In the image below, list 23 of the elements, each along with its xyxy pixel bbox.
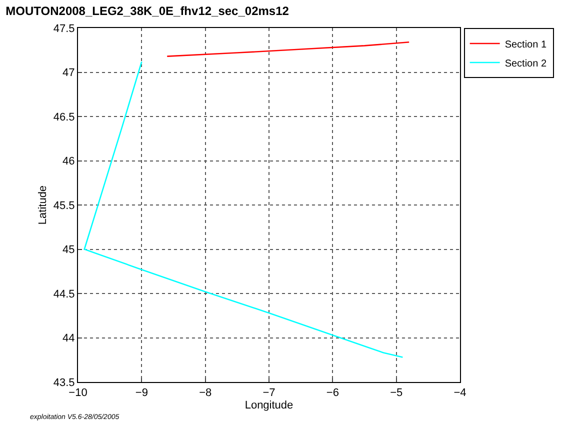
x-tick-label: −5: [390, 387, 403, 400]
y-tick-label: 43.5: [53, 376, 75, 389]
x-axis-title: Longitude: [244, 399, 294, 412]
y-tick-label: 44: [62, 332, 75, 345]
line-series: [166, 42, 410, 57]
chart-title: MOUTON2008_LEG2_38K_0E_fhv12_sec_02ms12: [6, 4, 290, 18]
x-tick-label: −6: [326, 387, 339, 400]
legend-label: Section 1: [504, 39, 547, 50]
x-tick-label: −4: [454, 387, 466, 400]
line-series: [84, 60, 404, 358]
x-tick-label: −10: [68, 387, 88, 400]
y-tick-label: 47: [62, 67, 75, 80]
x-tick-label: −8: [199, 387, 212, 400]
y-tick-label: 45.5: [53, 200, 75, 212]
legend-label: Section 2: [504, 58, 547, 70]
y-tick-label: 45: [62, 244, 75, 256]
y-tick-label: 44.5: [53, 288, 75, 300]
y-tick-label: 46: [62, 156, 75, 168]
y-axis-title: Latitude: [37, 185, 50, 225]
y-tick-label: 47.5: [53, 22, 75, 35]
x-tick-label: −7: [262, 387, 276, 400]
x-tick-label: −9: [135, 387, 148, 400]
y-tick-label: 46.5: [53, 111, 75, 124]
